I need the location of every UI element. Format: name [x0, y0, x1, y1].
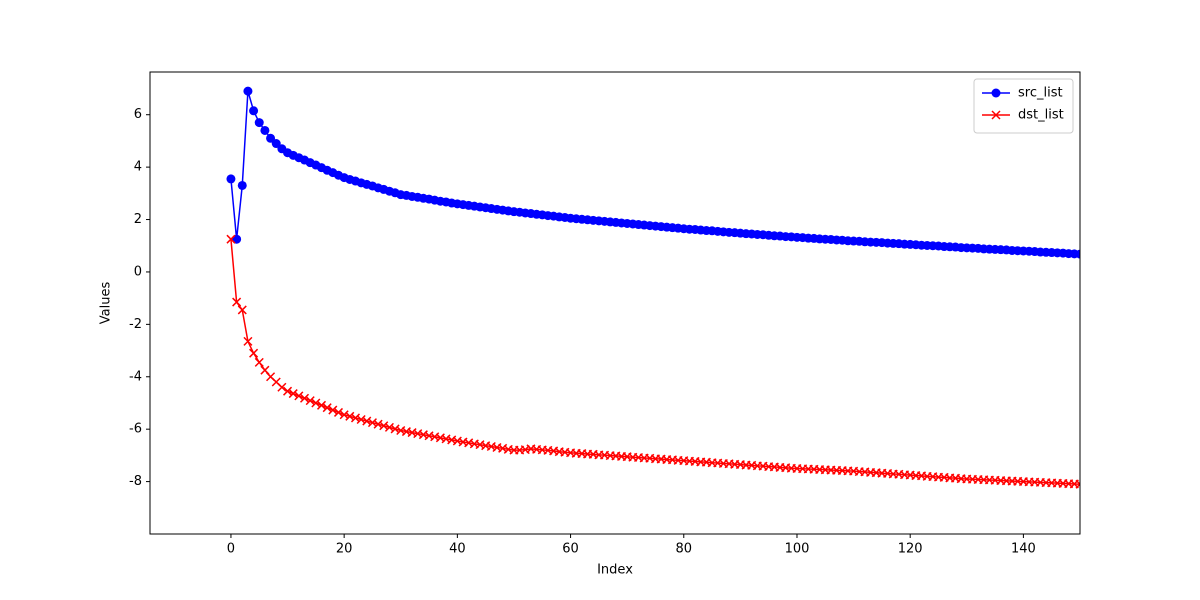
y-tick-label: -8 [129, 474, 142, 489]
marker [379, 421, 389, 431]
marker [254, 118, 264, 128]
x-tick-label: 140 [1011, 542, 1036, 557]
legend-label: dst_list [1018, 108, 1064, 123]
marker [367, 418, 377, 428]
y-tick-label: 0 [134, 264, 142, 279]
marker [288, 389, 298, 399]
x-axis-label: Index [597, 563, 633, 578]
marker [311, 398, 321, 408]
x-tick-label: 80 [676, 542, 693, 557]
marker [316, 400, 327, 410]
marker [384, 422, 394, 432]
marker [390, 424, 400, 434]
y-tick-label: 6 [134, 107, 142, 122]
y-tick-label: -4 [129, 369, 142, 384]
marker [356, 414, 366, 425]
axes-frame [149, 71, 1081, 535]
marker [299, 393, 310, 403]
marker [266, 133, 276, 143]
marker [373, 419, 383, 429]
x-tick-label: 20 [336, 542, 353, 557]
marker [226, 234, 236, 244]
marker [294, 391, 304, 401]
x-tick-label: 120 [898, 542, 923, 557]
marker [277, 382, 287, 392]
x-tick-label: 100 [785, 542, 810, 557]
y-tick-label: -2 [129, 317, 142, 332]
marker [271, 139, 281, 149]
x-tick-label: 0 [227, 542, 235, 557]
marker [350, 413, 361, 423]
marker [328, 405, 338, 415]
marker [226, 174, 236, 184]
marker [1075, 249, 1080, 259]
marker [1075, 479, 1080, 489]
legend: src_list dst_list [973, 78, 1074, 134]
y-tick-label: -6 [129, 422, 142, 437]
marker [249, 348, 259, 358]
marker [232, 234, 242, 244]
marker [339, 410, 349, 420]
marker [260, 125, 270, 135]
marker [232, 297, 242, 307]
legend-label: src_list [1018, 86, 1063, 101]
marker [237, 180, 247, 190]
y-tick-label: 4 [134, 160, 142, 175]
marker [322, 403, 332, 413]
marker [333, 407, 344, 417]
marker [345, 411, 355, 421]
marker [254, 357, 264, 367]
marker [243, 86, 253, 96]
marker [243, 336, 253, 346]
y-tick-label: 2 [134, 212, 142, 227]
marker [991, 110, 1001, 120]
marker [305, 396, 315, 406]
marker [283, 386, 293, 396]
marker [362, 416, 372, 426]
y-axis-label: Values [99, 282, 114, 325]
marker [991, 88, 1001, 98]
x-tick-label: 40 [449, 542, 466, 557]
plot-area [226, 86, 1080, 489]
marker [237, 305, 247, 315]
x-tick-label: 60 [562, 542, 579, 557]
marker [249, 106, 259, 116]
